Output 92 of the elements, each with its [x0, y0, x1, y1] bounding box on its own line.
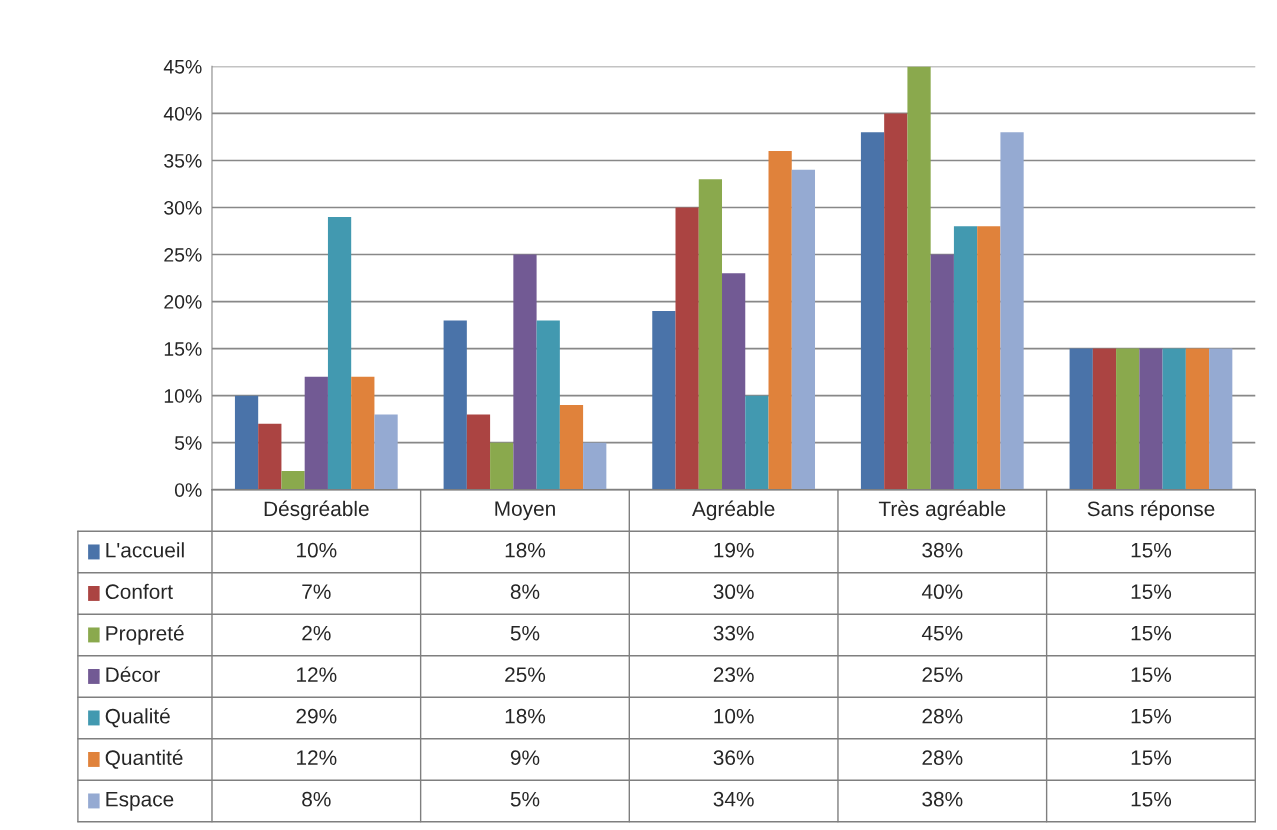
data-label: 8%: [510, 584, 540, 600]
data-label: 18%: [505, 542, 546, 558]
bar: [559, 405, 584, 490]
bar: [1000, 132, 1024, 490]
data-label: 5%: [510, 791, 540, 807]
y-tick-label: 0%: [174, 483, 202, 497]
data-label: 10%: [297, 542, 337, 558]
data-label: 5%: [510, 625, 540, 641]
y-tick-label: 10%: [164, 389, 202, 403]
bar: [698, 179, 723, 490]
bar: [977, 226, 1001, 490]
data-label: 9%: [510, 750, 540, 766]
y-tick-label: 40%: [163, 106, 202, 121]
y-tick-label: 20%: [164, 295, 202, 309]
bar: [1116, 348, 1140, 490]
data-label: 45%: [921, 625, 963, 641]
bar: [281, 470, 305, 490]
legend-label: Quantité: [105, 749, 183, 769]
data-label: 15%: [1131, 584, 1172, 600]
data-label: 12%: [297, 750, 337, 765]
bar: [907, 66, 931, 490]
legend-label: Propreté: [106, 625, 184, 645]
bar: [536, 320, 560, 490]
bar: [652, 310, 676, 490]
data-label: 23%: [713, 667, 754, 683]
data-label: 15%: [1131, 625, 1172, 641]
data-label: 38%: [922, 542, 963, 558]
bar: [234, 395, 259, 490]
bar: [490, 442, 514, 490]
bar: [443, 320, 467, 490]
data-label: 34%: [713, 791, 754, 807]
bar: [1209, 348, 1233, 490]
bar: [791, 169, 816, 490]
bar: [374, 414, 398, 490]
x-tick-label: Très agréable: [878, 500, 1006, 521]
data-label: 25%: [922, 667, 963, 683]
data-label: 25%: [505, 667, 546, 683]
data-label: 28%: [922, 708, 963, 724]
data-label: 30%: [713, 584, 754, 600]
y-tick-label: 5%: [174, 436, 202, 450]
data-label: 33%: [713, 625, 754, 641]
data-label: 15%: [1131, 750, 1172, 766]
data-label: 15%: [1131, 791, 1172, 807]
bar: [1162, 348, 1186, 490]
legend-label: Espace: [106, 792, 174, 811]
bar: [1185, 348, 1210, 490]
y-tick-label: 15%: [164, 342, 202, 356]
y-tick-label: 35%: [164, 153, 202, 168]
bar: [583, 442, 607, 490]
bar: [327, 216, 352, 490]
bar: [930, 254, 954, 490]
data-label: 19%: [714, 542, 754, 558]
x-tick-label: Sans réponse: [1087, 500, 1215, 521]
data-label: 15%: [1131, 708, 1172, 724]
data-label: 7%: [302, 584, 331, 599]
bar: [884, 113, 908, 490]
data-label: 29%: [296, 708, 337, 724]
data-label: 28%: [922, 750, 963, 766]
data-label: 36%: [713, 750, 754, 766]
y-tick-label: 45%: [163, 59, 202, 74]
bar: [466, 414, 491, 490]
data-label: 2%: [302, 625, 331, 641]
bar: [675, 207, 699, 490]
legend-label: Confort: [105, 583, 173, 600]
data-label: 12%: [297, 667, 337, 682]
x-tick-label: Moyen: [495, 501, 555, 521]
x-tick-label: Désgréable: [264, 500, 369, 521]
bar: [1092, 348, 1117, 490]
data-label: 18%: [505, 708, 546, 724]
legend-label: L'accueil: [106, 542, 184, 558]
legend-label: Décor: [106, 666, 160, 683]
data-label: 8%: [302, 791, 331, 807]
x-tick-label: Agréable: [691, 500, 775, 521]
legend-label: Qualité: [105, 708, 170, 728]
bar: [860, 132, 885, 490]
data-label: 40%: [921, 584, 963, 600]
bar: [351, 376, 375, 490]
y-tick-label: 30%: [164, 200, 202, 215]
bar: [953, 226, 978, 490]
bar: [722, 273, 746, 490]
data-label: 38%: [922, 791, 963, 807]
data-label: 15%: [1131, 667, 1172, 683]
y-tick-label: 25%: [164, 248, 202, 262]
data-label: 15%: [1131, 542, 1172, 558]
data-label: 10%: [714, 708, 754, 724]
bar: [745, 395, 769, 490]
bar: [304, 376, 328, 490]
bar: [1139, 348, 1163, 490]
bar: [258, 423, 282, 490]
bar: [768, 151, 792, 490]
bar: [513, 254, 537, 490]
bar: [1069, 348, 1093, 490]
